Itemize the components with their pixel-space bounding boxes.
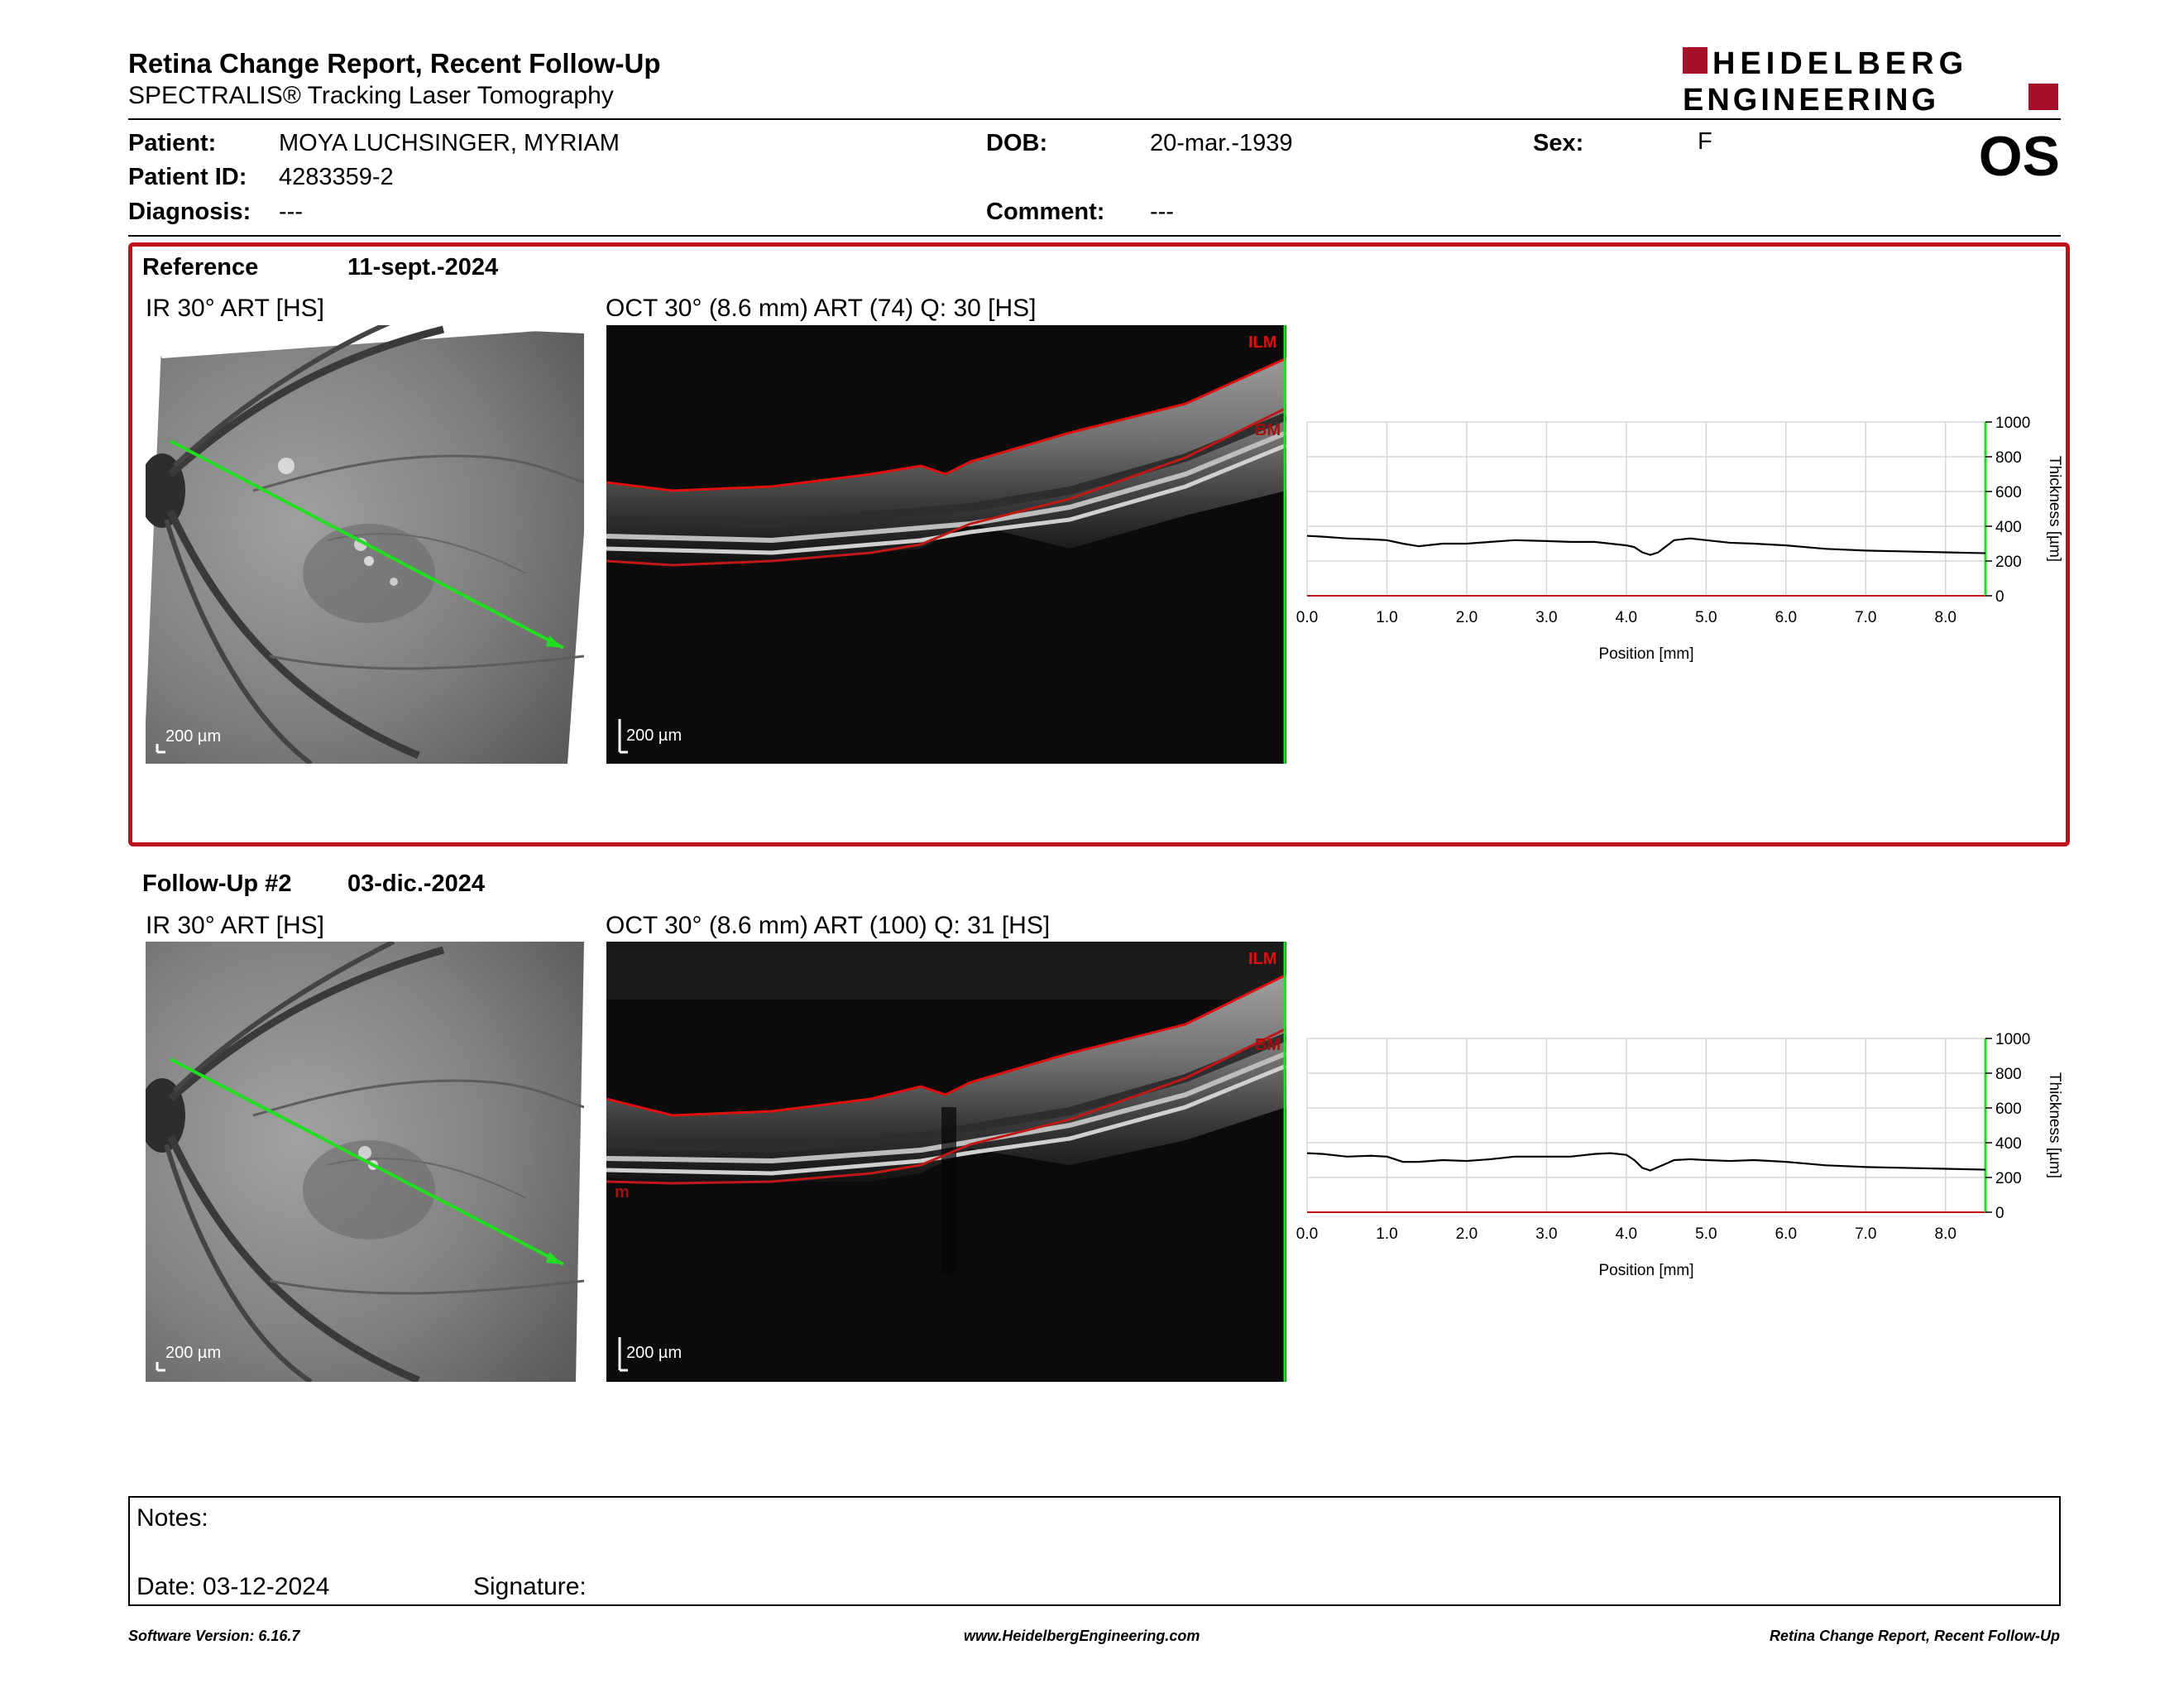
y-axis-label: Thickness [µm] (2046, 456, 2063, 562)
followup-label: Follow-Up #2 (142, 870, 292, 897)
thickness-series-line (1306, 535, 1986, 556)
patient-id-label: Patient ID: (128, 164, 247, 190)
comment-value: --- (1150, 199, 1174, 225)
header-divider (128, 118, 2061, 120)
patient-id-value: 4283359-2 (279, 164, 394, 190)
x-tick-label: 2.0 (1456, 1225, 1478, 1243)
x-tick-label: 0.0 (1296, 1225, 1318, 1243)
reference-oct-image: 200 µm ILM BM (606, 325, 1286, 764)
reference-ir-image: 200 µm (146, 325, 584, 764)
software-version: Software Version: 6.16.7 (128, 1628, 300, 1644)
notes-box[interactable]: Notes: Date: 03-12-2024 Signature: (128, 1496, 2061, 1606)
x-tick-label: 5.0 (1695, 1225, 1717, 1243)
logo-line2: ENGINEERING (1683, 83, 1939, 117)
y-tick-label: 200 (1995, 554, 2022, 571)
followup-bm-label: BM (1255, 1036, 1281, 1054)
report-subtitle: SPECTRALIS® Tracking Laser Tomography (128, 82, 614, 109)
eye-indicator: OS (1978, 125, 2060, 188)
y-tick-label: 800 (1995, 449, 2022, 467)
y-tick-label: 1000 (1995, 415, 2030, 432)
reference-thickness-chart: 0.0 1.0 2.0 3.0 4.0 5.0 6.0 7.0 8.0 0 200 400 600 800… (1296, 415, 2063, 663)
y-tick-label: 400 (1995, 1135, 2022, 1153)
sex-label: Sex: (1533, 130, 1584, 156)
y-tick-label: 800 (1995, 1066, 2022, 1083)
reference-ir-title: IR 30° ART [HS] (146, 295, 324, 322)
followup-ir-scale: 200 µm (165, 1344, 222, 1362)
comment-label: Comment: (986, 199, 1105, 225)
y-tick-label: 1000 (1995, 1031, 2030, 1048)
sex-value: F (1698, 128, 1712, 155)
x-tick-label: 0.0 (1296, 609, 1318, 626)
x-tick-label: 8.0 (1935, 609, 1956, 626)
dob-label: DOB: (986, 130, 1048, 156)
notes-label: Notes: (136, 1504, 208, 1532)
report-title: Retina Change Report, Recent Follow-Up (128, 48, 661, 79)
x-tick-label: 8.0 (1935, 1225, 1956, 1243)
diagnosis-value: --- (279, 199, 303, 225)
x-tick-label: 1.0 (1376, 609, 1397, 626)
x-tick-label: 3.0 (1535, 609, 1557, 626)
followup-ilm-label: ILM (1248, 950, 1277, 968)
x-tick-label: 2.0 (1456, 609, 1478, 626)
x-axis-label: Position [mm] (1598, 1262, 1693, 1279)
y-axis-label: Thickness [µm] (2046, 1072, 2063, 1178)
y-tick-label: 200 (1995, 1170, 2022, 1187)
footer-report-name: Retina Change Report, Recent Follow-Up (1769, 1628, 2060, 1644)
thickness-series-line (1306, 1152, 1986, 1172)
followup-bm-left-label: m (615, 1183, 630, 1201)
x-tick-label: 5.0 (1695, 609, 1717, 626)
x-tick-label: 6.0 (1775, 609, 1797, 626)
followup-ir-image: 200 µm (146, 942, 584, 1382)
y-tick-label: 0 (1995, 588, 2004, 606)
x-tick-label: 7.0 (1855, 609, 1876, 626)
reference-oct-scale: 200 µm (626, 727, 682, 745)
followup-thickness-chart: 0.0 1.0 2.0 3.0 4.0 5.0 6.0 7.0 8.0 0 200 400 600 800… (1296, 1031, 2063, 1279)
y-tick-label: 400 (1995, 519, 2022, 536)
diagnosis-label: Diagnosis: (128, 199, 251, 225)
reference-date: 11-sept.-2024 (347, 254, 499, 281)
reference-oct-title: OCT 30° (8.6 mm) ART (74) Q: 30 [HS] (606, 295, 1037, 322)
x-axis-label: Position [mm] (1598, 645, 1693, 663)
followup-oct-title: OCT 30° (8.6 mm) ART (100) Q: 31 [HS] (606, 912, 1051, 939)
x-tick-label: 1.0 (1376, 1225, 1397, 1243)
reference-bm-label: BM (1255, 421, 1281, 439)
reference-ilm-label: ILM (1248, 333, 1277, 352)
followup-ir-title: IR 30° ART [HS] (146, 912, 324, 939)
followup-date: 03-dic.-2024 (347, 870, 486, 897)
x-tick-label: 6.0 (1775, 1225, 1797, 1243)
reference-ir-scale: 200 µm (165, 727, 222, 746)
y-tick-label: 600 (1995, 1101, 2022, 1118)
x-tick-label: 3.0 (1535, 1225, 1557, 1243)
reference-frame (128, 242, 2070, 846)
dob-value: 20-mar.-1939 (1150, 130, 1293, 156)
followup-oct-scale: 200 µm (626, 1344, 682, 1362)
patient-name: MOYA LUCHSINGER, MYRIAM (279, 130, 620, 156)
followup-oct-image: 200 µm ILM BM m (606, 942, 1286, 1382)
notes-date: Date: 03-12-2024 (136, 1573, 330, 1600)
x-tick-label: 7.0 (1855, 1225, 1876, 1243)
reference-label: Reference (142, 254, 259, 281)
company-logo: HEIDELBERG ENGINEERING (1683, 46, 2058, 117)
patient-label: Patient: (128, 130, 217, 156)
y-tick-label: 0 (1995, 1205, 2004, 1222)
patient-divider (128, 235, 2061, 237)
website-link[interactable]: www.HeidelbergEngineering.com (964, 1628, 1200, 1644)
x-tick-label: 4.0 (1616, 1225, 1637, 1243)
logo-line1: HEIDELBERG (1712, 46, 1968, 81)
signature-label: Signature: (473, 1573, 587, 1600)
x-tick-label: 4.0 (1616, 609, 1637, 626)
y-tick-label: 600 (1995, 484, 2022, 501)
